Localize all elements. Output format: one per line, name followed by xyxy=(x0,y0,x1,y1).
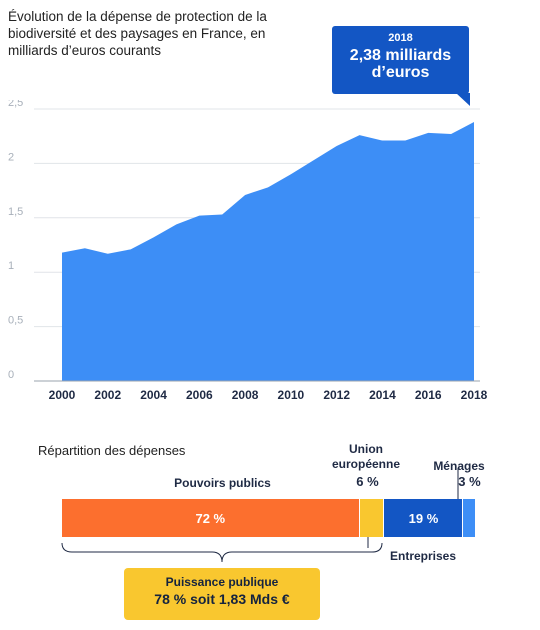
label-menages-percent: 3 % xyxy=(458,474,481,489)
area-series xyxy=(62,122,474,381)
y-tick-label: 1,5 xyxy=(8,206,23,218)
segment-menages xyxy=(461,499,475,537)
label-entreprises: Entreprises xyxy=(389,549,457,563)
annotation-year: 2018 xyxy=(388,32,413,44)
group-line2: 78 % soit 1,83 Mds € xyxy=(154,591,290,607)
x-tick-label: 2012 xyxy=(323,388,350,402)
label-menages: Ménages xyxy=(433,459,485,473)
y-tick-label: 2 xyxy=(8,151,14,163)
puissance-publique-box: Puissance publique 78 % soit 1,83 Mds € xyxy=(124,568,320,620)
breakdown-title: Répartition des dépenses xyxy=(38,443,186,458)
x-tick-label: 2000 xyxy=(49,388,76,402)
y-tick-label: 2,5 xyxy=(8,100,23,109)
area-chart: 0 0,5 1 1,5 2 2,5 2000 2002 2004 2006 2008 2010 2012… xyxy=(8,100,488,402)
label-pouvoirs-publics: Pouvoirs publics xyxy=(174,476,271,490)
annotation-value: 2,38 milliards d’euros xyxy=(349,47,452,81)
chart-title: Évolution de la dépense de protection de… xyxy=(8,9,267,58)
x-tick-label: 2004 xyxy=(140,388,167,402)
x-tick-label: 2006 xyxy=(186,388,213,402)
label-union-europeenne: Union européenne xyxy=(331,442,400,471)
segment-value-label: 72 % xyxy=(195,510,226,526)
segment-pouvoirs-publics: 72 % xyxy=(62,499,359,537)
x-tick-label: 2018 xyxy=(461,388,488,402)
y-tick-label: 0 xyxy=(8,369,14,381)
group-line1: Puissance publique xyxy=(165,575,279,589)
segment-union-europeenne xyxy=(358,499,385,537)
x-tick-label: 2002 xyxy=(94,388,121,402)
x-tick-label: 2010 xyxy=(278,388,305,402)
label-ue-percent: 6 % xyxy=(356,474,379,489)
annotation-callout: 2018 2,38 milliards d’euros xyxy=(332,26,470,106)
x-tick-label: 2014 xyxy=(369,388,396,402)
y-tick-label: 0,5 xyxy=(8,315,23,327)
segment-entreprises: 19 % xyxy=(383,499,463,537)
segment-value-label: 19 % xyxy=(408,510,439,526)
y-tick-label: 1 xyxy=(8,260,14,272)
x-tick-label: 2008 xyxy=(232,388,259,402)
x-tick-label: 2016 xyxy=(415,388,442,402)
